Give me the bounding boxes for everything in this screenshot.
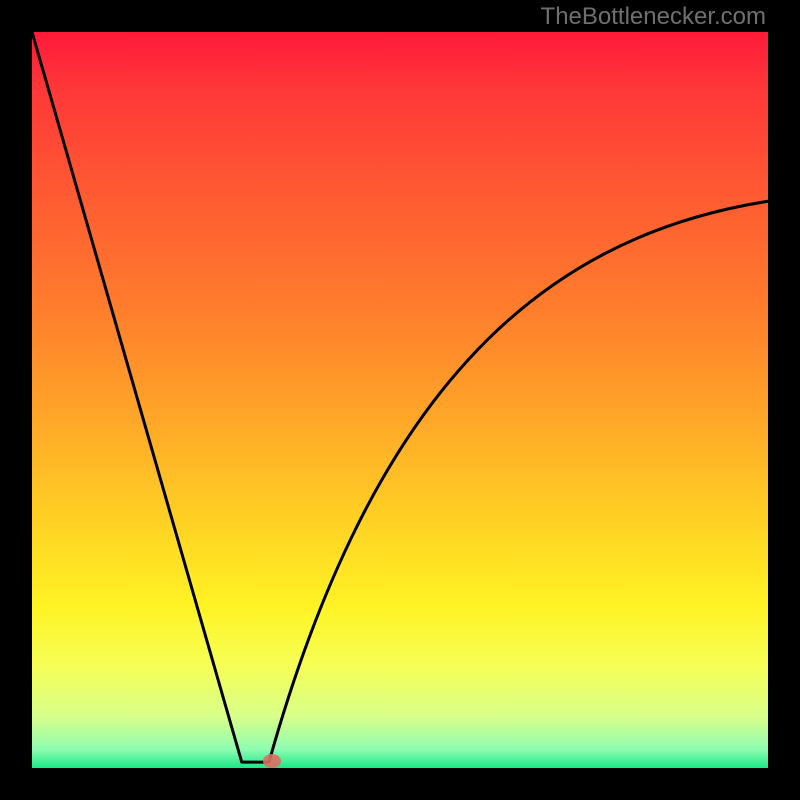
plot-area	[32, 32, 768, 768]
optimum-marker	[263, 754, 281, 768]
border-left	[0, 0, 32, 800]
border-bottom	[0, 768, 800, 800]
curve-path	[32, 32, 768, 762]
bottleneck-curve	[32, 32, 768, 768]
watermark-text: TheBottlenecker.com	[541, 3, 766, 31]
border-right	[768, 0, 800, 800]
chart-frame: TheBottlenecker.com	[0, 0, 800, 800]
